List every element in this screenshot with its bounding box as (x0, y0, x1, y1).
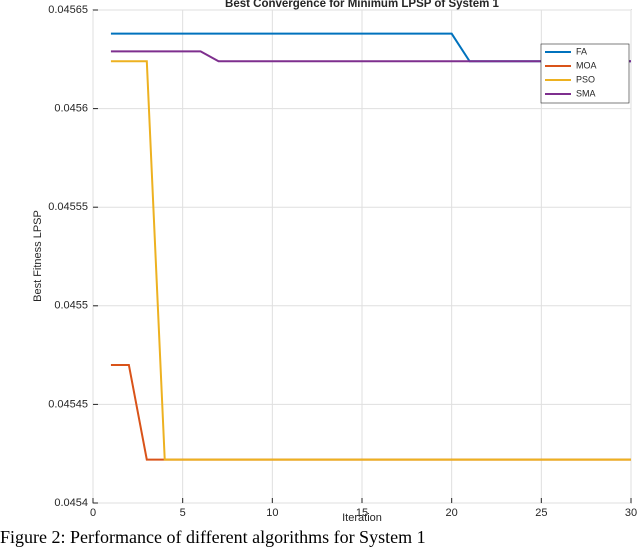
caption: Figure 2: Performance of different algor… (0, 527, 426, 547)
y-tick-label: 0.0454 (54, 497, 88, 509)
y-axis-label: Best Fitness LPSP (32, 210, 44, 302)
x-tick-label: 15 (356, 507, 368, 519)
legend-label: MOA (576, 60, 597, 70)
y-tick-label: 0.04545 (48, 398, 88, 410)
y-tick-label: 0.04565 (48, 4, 88, 16)
legend-label: PSO (576, 74, 595, 84)
y-tick-label: 0.0456 (54, 103, 88, 115)
x-tick-label: 25 (535, 507, 547, 519)
x-tick-label: 20 (446, 507, 458, 519)
x-tick-label: 0 (90, 507, 96, 519)
chart-title: Best Convergence for Minimum LPSP of Sys… (225, 0, 500, 10)
chart: Best Convergence for Minimum LPSP of Sys… (32, 0, 637, 524)
series-line (110, 60, 631, 461)
legend-label: SMA (576, 88, 596, 98)
x-axis-label: Iteration (342, 512, 382, 524)
x-tick-label: 5 (180, 507, 186, 519)
y-tick-label: 0.04555 (48, 201, 88, 213)
x-tick-label: 10 (266, 507, 278, 519)
x-tick-label: 30 (625, 507, 637, 519)
legend-label: FA (576, 46, 587, 56)
y-tick-label: 0.0455 (54, 300, 88, 312)
